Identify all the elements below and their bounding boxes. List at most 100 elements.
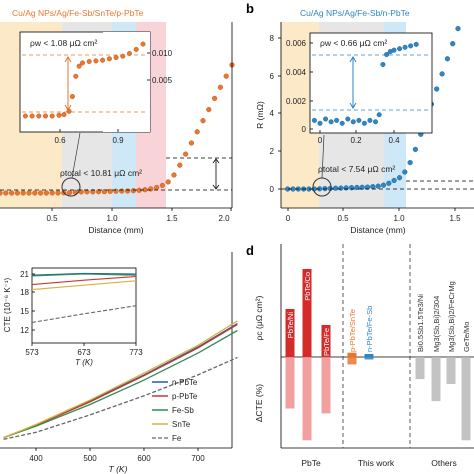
panel-d-rho-bar <box>347 352 357 357</box>
panel-a-point <box>66 190 73 196</box>
panel-a-point <box>32 190 38 196</box>
panel-a-xtick-label: 0.5 <box>46 214 58 223</box>
panel-a-inset-point <box>79 60 85 66</box>
panel-c-line-snte <box>3 320 238 439</box>
panel-a-point <box>130 188 137 194</box>
panel-a-point <box>200 118 206 124</box>
panel-d-rho-bar <box>364 354 374 357</box>
panel-a-annotation: ρtotal < 10.81 μΩ cm² <box>60 168 142 178</box>
panel-a-inset-point <box>56 112 62 118</box>
panel-a-point <box>0 190 3 196</box>
panel-b-point <box>450 41 456 47</box>
panel-a-inset-point <box>73 73 79 79</box>
panel-b-inset-point <box>345 116 351 122</box>
panel-a-zoom-circle <box>61 177 81 197</box>
panel-d-dcte-bar <box>285 357 295 409</box>
panel-a-inset-points <box>22 41 146 119</box>
panel-d-dcte-bar <box>321 357 331 414</box>
panel-a-inset-point <box>69 93 75 99</box>
panel-b-inset-point <box>373 119 379 125</box>
panel-b-point <box>412 146 419 153</box>
panel-d-rho-bar <box>285 309 295 357</box>
panel-a-point <box>159 182 166 189</box>
panel-b-xtick-label: 1.5 <box>449 214 461 223</box>
panel-a-point <box>119 188 125 194</box>
legend-fe-sb-label: Fe-Sb <box>172 406 194 415</box>
panel-d-bar-label: PbTe/Co <box>303 272 312 301</box>
panel-b-inset-ytick-label: 0.006 <box>286 39 307 48</box>
panel-b-inset-xtick-label: 0.2 <box>350 136 362 145</box>
panel-a-xtick-label: 1.5 <box>166 214 178 223</box>
legend-snte-label: SnTe <box>172 420 191 429</box>
panel-a-inset-point <box>133 46 139 52</box>
panel-a-inset-point <box>113 55 119 61</box>
panel-a-inset-right <box>103 32 150 132</box>
panel-b-point <box>407 160 413 166</box>
panel-a-zoom-link <box>71 132 81 179</box>
panel-b-zoom-link <box>321 134 325 179</box>
panel-b-inset-point <box>328 119 334 125</box>
panel-b-letter: b <box>246 1 254 16</box>
panel-a-inset-point <box>22 113 28 119</box>
panel-b-xtick-label: 0 <box>286 214 291 223</box>
panel-d-bar-label: p-PbTe/SnTe <box>348 309 357 352</box>
legend-p-pbte-label: p-PbTe <box>172 392 198 401</box>
panel-d-rho-bar <box>321 325 331 357</box>
panel-a-arrowheads <box>212 158 220 190</box>
panel-c-inset-ylabel: CTE (10⁻⁶ K⁻¹) <box>3 277 12 332</box>
panel-c-inset-lines <box>31 272 137 324</box>
panel-a-point <box>20 190 26 196</box>
panel-a-inset-xtick-label: 0.6 <box>54 136 66 145</box>
panel-b-xticks: 0 0.5 1.0 1.5 <box>286 208 461 223</box>
panel-b-xlabel: Distance (mm) <box>350 225 405 235</box>
panel-a-xlabel: Distance (mm) <box>88 225 143 235</box>
panel-a-point <box>188 140 195 146</box>
panel-b-inset-point <box>376 112 382 118</box>
panel-b-inset-point <box>317 120 323 126</box>
panel-a: Cu/Ag NPs/Ag/Fe-Sb/SnTe/p-PbTe ρtotal < … <box>0 8 235 235</box>
panel-b-inset-point <box>356 117 362 123</box>
panel-a-point <box>183 151 189 157</box>
panel-c-xtick-label: 500 <box>83 454 97 463</box>
panel-a-point <box>223 73 229 79</box>
panel-d-dcte-bar <box>446 357 456 384</box>
panel-c-inset-line-snte <box>31 280 137 291</box>
panel-b-inset: ρw < 0.66 μΩ cm² 0 0.002 0.004 0.006 0 0… <box>286 32 433 145</box>
panel-b-point <box>391 177 397 184</box>
panel-c-xtick-label: 600 <box>137 454 151 463</box>
panel-a-point <box>55 190 61 196</box>
panel-a-point <box>9 190 15 196</box>
panel-a-point <box>26 190 32 196</box>
panel-a-inset-point <box>61 112 67 118</box>
panel-b-xtick-label: 1.0 <box>393 214 405 223</box>
panel-b-inset-point <box>339 120 345 126</box>
panel-b-inset-point <box>402 44 408 50</box>
panel-c-inset: 12 15 18 21 CTE (10⁻⁶ K⁻¹) 573 673 773 T… <box>3 267 143 367</box>
panel-c-inset-ytick-label: 12 <box>20 326 29 335</box>
panel-d-letter: d <box>246 243 254 258</box>
panel-b-ytick-label: 0 <box>270 185 275 194</box>
panel-b-inset-point <box>408 43 414 49</box>
panel-b-point <box>455 26 461 32</box>
panel-b-point <box>402 169 408 175</box>
panel-b-inset-point <box>334 117 340 123</box>
panel-b-point <box>375 183 381 189</box>
panel-d-dcte-bar <box>302 357 312 441</box>
panel-a-inset-point <box>106 56 112 62</box>
panel-c-inset-xtick-label: 673 <box>77 348 91 357</box>
panel-b-inset-point <box>413 41 419 47</box>
panel-b-inset-point <box>361 120 367 126</box>
panel-d-group-label: PbTe <box>301 458 321 468</box>
panel-a-point <box>95 189 102 195</box>
panel-b-ytick-label: 2 <box>270 147 275 156</box>
panel-c: 400 500 600 700 T (K) n-PbTe p-PbTe Fe-S… <box>0 252 238 474</box>
panel-a-point <box>217 84 224 90</box>
panel-a-inset-point <box>36 113 42 119</box>
panel-c-inset-frame <box>31 267 137 344</box>
panel-b-inset-xtick-label: 0 <box>318 136 323 145</box>
panel-b-inset-point <box>380 62 386 68</box>
panel-c-inset-line-fe-sb <box>31 273 137 277</box>
panel-a-xtick-label: 2.0 <box>218 214 230 223</box>
panel-b: b Cu/Ag NPs/Ag/Fe-Sb/n-PbTe ρtotal < 7.5… <box>246 1 474 235</box>
